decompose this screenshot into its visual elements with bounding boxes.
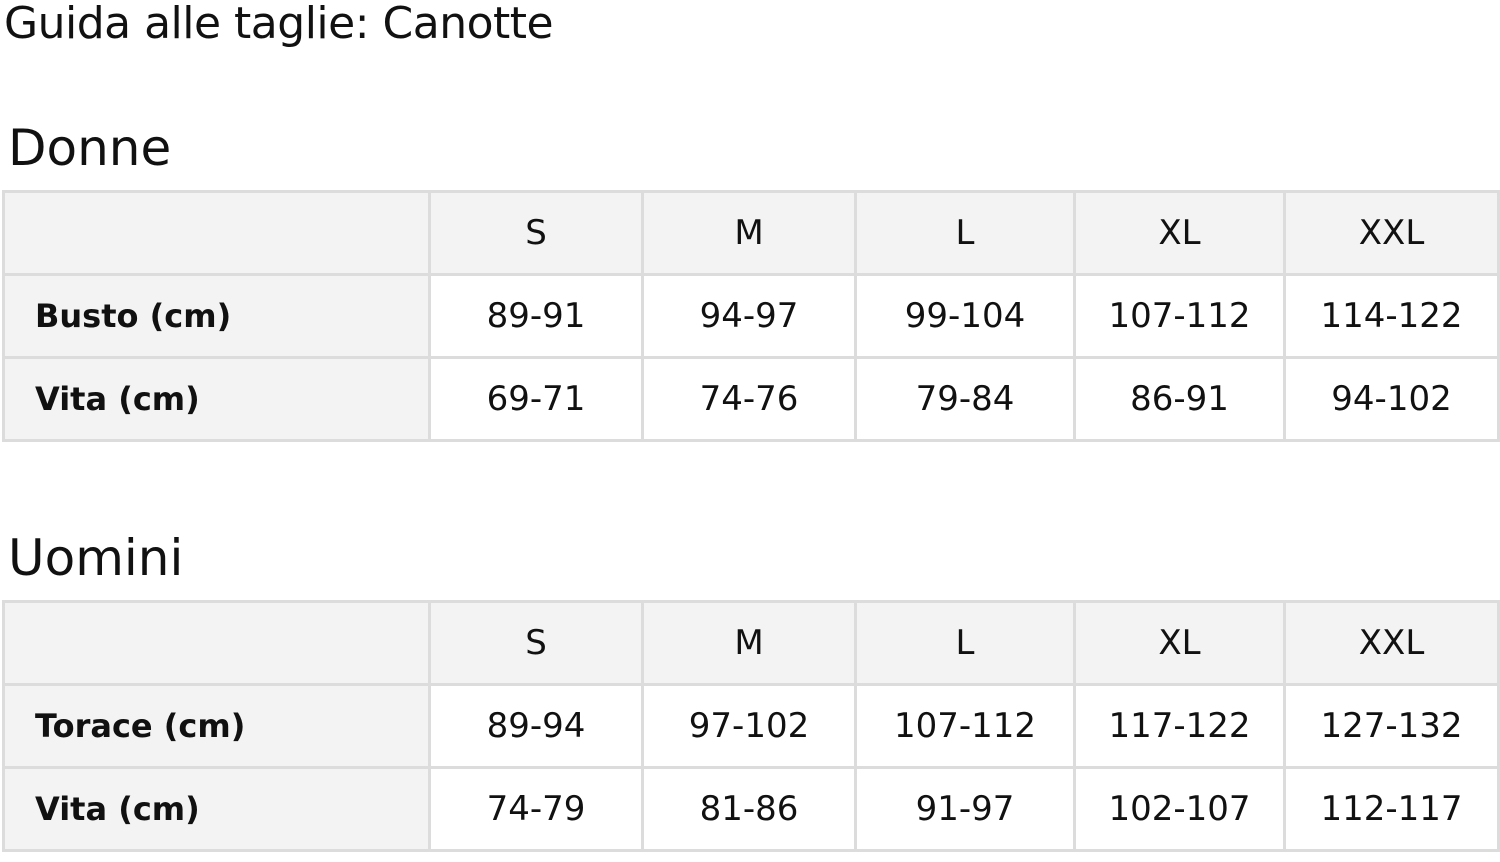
empty-header-cell	[2, 600, 431, 686]
empty-header-cell	[2, 190, 431, 276]
header-row: S M L XL XXL	[2, 600, 1500, 686]
row-label: Busto (cm)	[2, 273, 431, 359]
measurement-cell: 97-102	[641, 683, 857, 769]
size-header: XXL	[1283, 600, 1500, 686]
size-table-uomini: S M L XL XXL Torace (cm) 89-94 97-102 107-112 117…	[2, 600, 1500, 852]
measurement-cell: 94-97	[641, 273, 857, 359]
row-label: Vita (cm)	[2, 766, 431, 852]
table-row: Busto (cm) 89-91 94-97 99-104 107-112 114-122	[2, 273, 1500, 359]
size-header: M	[641, 190, 857, 276]
measurement-cell: 102-107	[1073, 766, 1286, 852]
measurement-cell: 89-94	[428, 683, 644, 769]
measurement-cell: 79-84	[854, 356, 1076, 442]
table-row: Vita (cm) 69-71 74-76 79-84 86-91 94-102	[2, 356, 1500, 442]
size-header: S	[428, 190, 644, 276]
size-header: XL	[1073, 600, 1286, 686]
size-header: XXL	[1283, 190, 1500, 276]
measurement-cell: 81-86	[641, 766, 857, 852]
table-row: Torace (cm) 89-94 97-102 107-112 117-122 127-…	[2, 683, 1500, 769]
measurement-cell: 86-91	[1073, 356, 1286, 442]
size-header: M	[641, 600, 857, 686]
measurement-cell: 91-97	[854, 766, 1076, 852]
size-table-donne: S M L XL XXL Busto (cm) 89-91 94-97 99-104 107-11…	[2, 190, 1500, 442]
section-heading-donne: Donne	[8, 119, 172, 177]
size-header: XL	[1073, 190, 1286, 276]
measurement-cell: 107-112	[1073, 273, 1286, 359]
measurement-cell: 117-122	[1073, 683, 1286, 769]
measurement-cell: 107-112	[854, 683, 1076, 769]
measurement-cell: 69-71	[428, 356, 644, 442]
measurement-cell: 99-104	[854, 273, 1076, 359]
measurement-cell: 89-91	[428, 273, 644, 359]
measurement-cell: 114-122	[1283, 273, 1500, 359]
measurement-cell: 74-76	[641, 356, 857, 442]
measurement-cell: 74-79	[428, 766, 644, 852]
section-heading-uomini: Uomini	[8, 529, 184, 587]
size-header: L	[854, 600, 1076, 686]
page-title: Guida alle taglie: Canotte	[4, 0, 554, 49]
row-label: Torace (cm)	[2, 683, 431, 769]
size-header: L	[854, 190, 1076, 276]
row-label: Vita (cm)	[2, 356, 431, 442]
measurement-cell: 94-102	[1283, 356, 1500, 442]
header-row: S M L XL XXL	[2, 190, 1500, 276]
table-row: Vita (cm) 74-79 81-86 91-97 102-107 112-117	[2, 766, 1500, 852]
measurement-cell: 112-117	[1283, 766, 1500, 852]
size-header: S	[428, 600, 644, 686]
measurement-cell: 127-132	[1283, 683, 1500, 769]
